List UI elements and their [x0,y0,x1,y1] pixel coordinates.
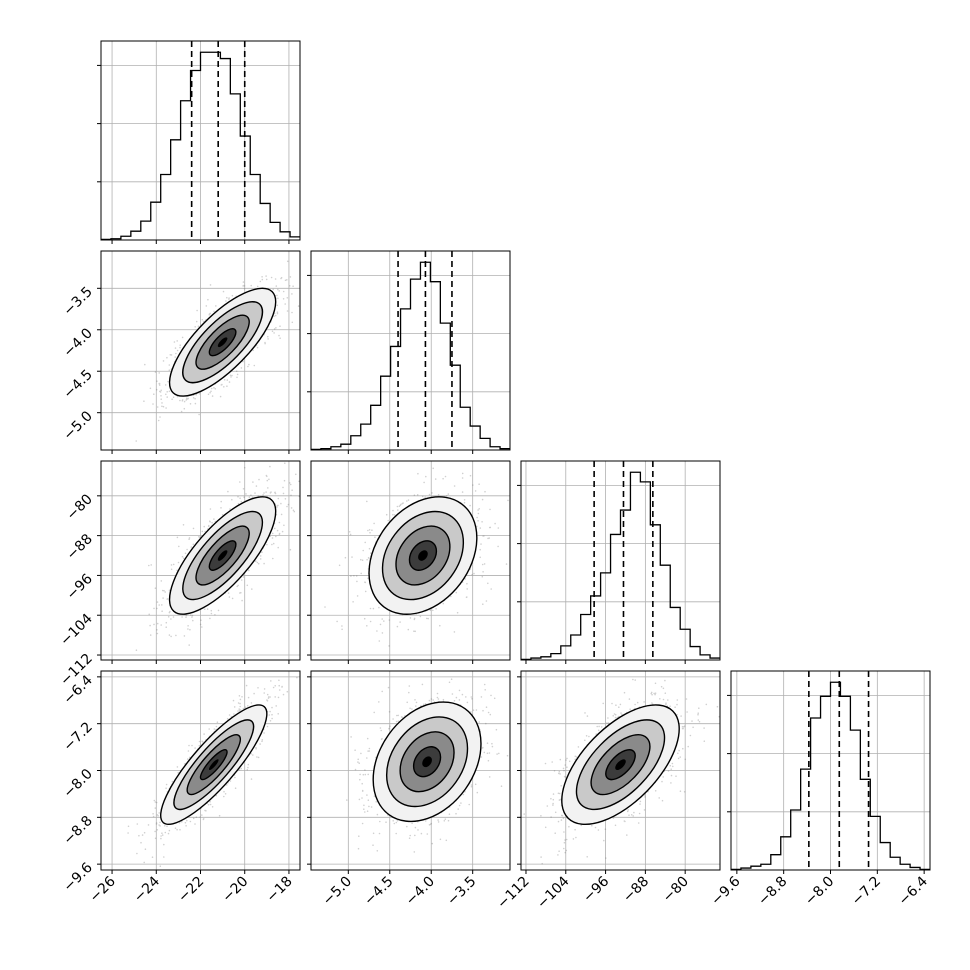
y-tick-label: −8.0 [60,766,95,801]
x-tick-label: −24 [131,873,163,905]
y-tick-label: −8.8 [60,813,95,848]
x-tick-label: −80 [660,874,692,906]
x-tick-label: −20 [219,874,251,906]
histogram-0 [101,51,300,241]
x-tick-label: −8.0 [802,874,837,909]
density-panel-3-0 [101,671,300,870]
x-tick-label: −26 [87,873,119,905]
panel-frame-2-2 [520,460,721,661]
density-peak [208,759,219,771]
x-tick-label: −5.0 [320,874,355,909]
x-tick-label: −104 [534,873,573,912]
x-tick-label: −6.4 [896,873,931,908]
histogram-1 [311,261,510,451]
x-tick-label: −4.5 [361,874,396,909]
y-tick-label: −4.5 [60,367,95,402]
panel-frame-2-1 [310,460,511,661]
density-peak [217,550,228,561]
density-panel-3-1 [311,671,510,870]
density-peak [615,759,626,771]
x-tick-label: −8.8 [755,874,790,909]
y-tick-label: −4.0 [60,325,95,360]
x-tick-label: −22 [175,874,207,906]
x-tick-label: −88 [620,874,652,906]
y-tick-label: −3.5 [60,284,95,319]
histogram-2 [521,471,720,661]
y-tick-label: −88 [64,531,96,563]
y-tick-label: −104 [57,611,96,650]
y-tick-label: −96 [64,571,96,603]
density-peak [418,550,428,561]
y-tick-label: −5.0 [60,408,95,443]
density-panel-2-1 [311,461,510,660]
density-panel-2-0 [101,461,300,660]
histogram-3 [731,681,930,871]
x-tick-label: −4.0 [403,874,438,909]
x-tick-label: −18 [264,874,296,906]
x-tick-label: −112 [494,874,533,913]
y-tick-label: −80 [64,491,96,523]
x-tick-label: −9.6 [708,873,743,908]
x-tick-label: −7.2 [849,874,884,909]
density-panel-1-0 [101,251,300,450]
density-peak [217,337,228,348]
panel-frame-1-1 [310,250,511,451]
x-tick-label: −96 [580,873,612,905]
y-tick-label: −7.2 [60,719,95,754]
x-tick-label: −3.5 [444,874,479,909]
density-panel-3-2 [521,671,720,870]
density-peak [422,756,432,768]
